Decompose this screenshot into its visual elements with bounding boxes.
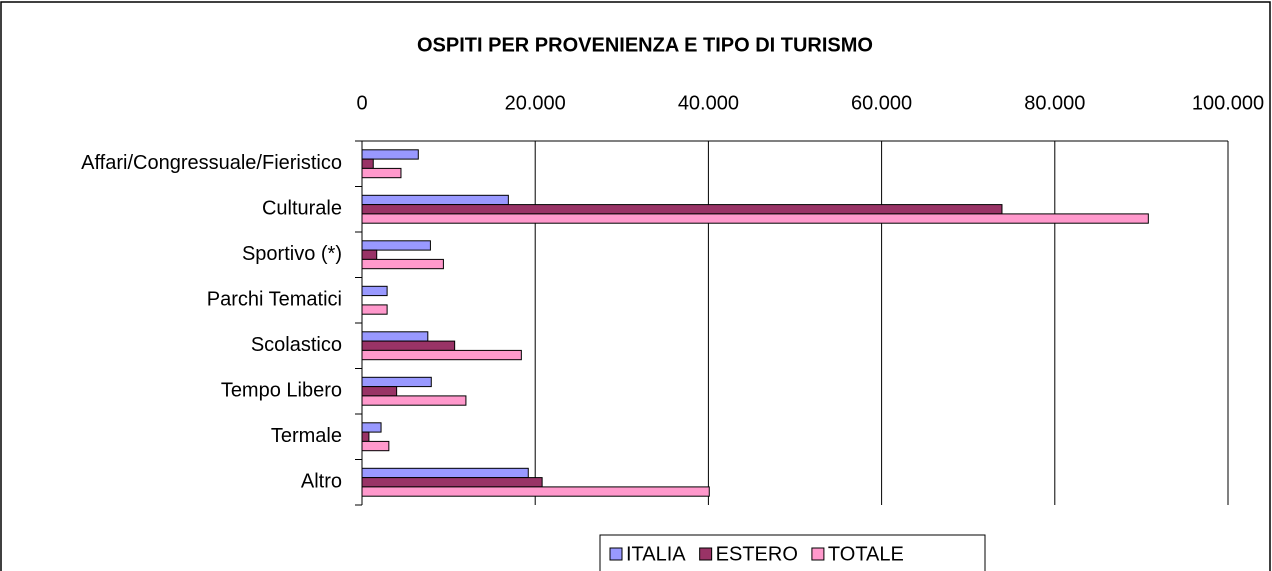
bar: [361, 304, 388, 315]
bar: [361, 258, 444, 270]
bar: [361, 213, 1149, 224]
x-tick-label: 40.000: [678, 92, 739, 114]
bar: [361, 422, 382, 433]
bar: [361, 395, 467, 406]
y-tick-label: Scolastico: [251, 334, 342, 356]
bar: [361, 167, 402, 179]
bar: [361, 477, 543, 488]
legend-swatch: [609, 547, 623, 561]
bar: [361, 486, 710, 497]
y-tick-label: Affari/Congressuale/Fieristico: [81, 152, 342, 174]
x-tick-label: 80.000: [1024, 92, 1085, 114]
legend-label: ESTERO: [716, 543, 798, 565]
bar: [361, 386, 398, 397]
legend-swatch: [699, 547, 713, 561]
chart-title: OSPITI PER PROVENIENZA E TIPO DI TURISMO: [417, 34, 873, 56]
bar: [361, 340, 456, 351]
bar: [361, 204, 1003, 215]
bar: [361, 194, 509, 206]
y-tick-label: Sportivo (*): [242, 243, 342, 265]
legend-swatch: [811, 547, 825, 561]
legend-label: ITALIA: [626, 543, 686, 565]
x-tick-label: 60.000: [851, 92, 912, 114]
bar: [361, 349, 522, 361]
y-tick-label: Altro: [301, 471, 342, 493]
bar: [361, 440, 390, 452]
y-tick-label: Culturale: [262, 198, 342, 220]
x-tick-label: 0: [356, 92, 367, 114]
bar: [361, 467, 529, 479]
bar: [361, 431, 370, 442]
bar: [361, 331, 429, 342]
bar: [361, 285, 388, 297]
y-tick-label: Termale: [271, 425, 342, 447]
x-tick-label: 20.000: [505, 92, 566, 114]
bar: [361, 158, 374, 169]
y-tick-label: Parchi Tematici: [207, 289, 342, 311]
bar: [361, 376, 432, 388]
legend-label: TOTALE: [828, 543, 904, 565]
legend-box: [599, 534, 986, 571]
bar: [361, 249, 378, 260]
bar: [361, 240, 431, 251]
bar: [361, 149, 419, 160]
y-tick-label: Tempo Libero: [221, 380, 342, 402]
x-tick-label: 100.000: [1192, 92, 1264, 114]
